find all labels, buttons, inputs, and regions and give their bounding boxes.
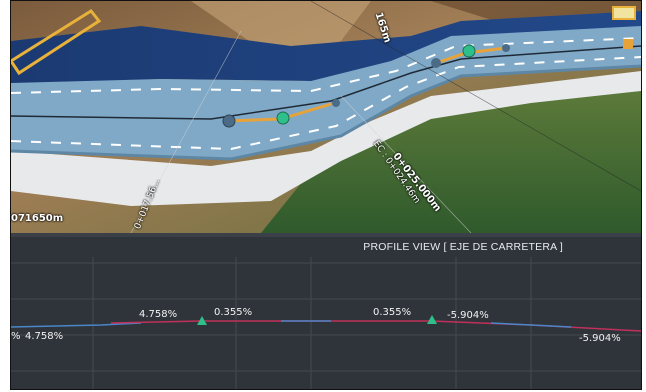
guide-line [130,30,242,233]
station-label-left: 071650m [11,213,64,224]
view-divider[interactable] [11,233,641,237]
centerline [11,45,641,120]
3d-viewport[interactable]: 071650m 165m 0+017.56... 0+025.000m EC :… [11,1,641,233]
grade-label: 0.355% [214,307,253,318]
pvi-node [332,99,340,107]
yellow-marker [11,9,102,76]
yellow-marker-right [612,6,636,20]
guide-line-2 [340,95,472,233]
pvi-node [502,44,510,52]
profile-line-blue [11,322,142,328]
app-window: 071650m 165m 0+017.56... 0+025.000m EC :… [10,0,642,390]
grade-label: -5.904% [447,310,489,321]
road-surface [11,26,641,159]
pvi-node [462,44,476,58]
lane-marking-top [11,37,641,94]
embankment [11,71,641,206]
pvi-node-end [623,39,633,49]
pvi-node [431,58,441,68]
profile-graph [11,257,641,389]
grade-label: 0.355% [373,307,412,318]
profile-line-blue-right [490,322,572,328]
grass-area [261,91,641,233]
road-edge [11,64,641,161]
grade-label: 4.758% [25,331,64,342]
pvi-node [276,111,290,125]
pvi-triangle [427,315,437,324]
pvi-node [222,114,236,128]
grade-label: -5.904% [579,333,621,344]
lane-marking-bottom [11,56,641,151]
profile-grid [11,257,641,389]
grade-label-left-edge: % [11,331,21,342]
water-area [11,11,641,86]
profile-view-title: PROFILE VIEW [ EJE DE CARRETERA ] [363,241,563,253]
terrain-highlight [191,1,371,56]
profile-view[interactable]: PROFILE VIEW [ EJE DE CARRETERA ] [11,237,641,389]
3d-scene [11,1,641,233]
pvi-triangle [197,316,207,325]
profile-line-red-right [341,320,641,332]
grade-label: 4.758% [139,309,178,320]
guide-line-3 [310,1,641,192]
